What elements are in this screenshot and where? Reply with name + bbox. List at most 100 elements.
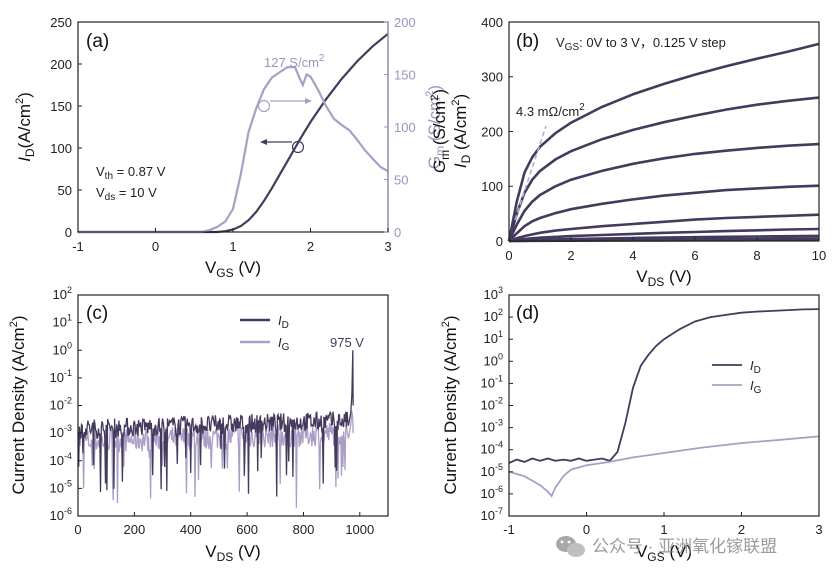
panel-d-yticks: 10-7 10-6 10-5 10-4 10-3 10-2 10-1 100 101 102 103 — [481, 285, 513, 523]
watermark-text: 公众号 · 亚洲氧化镓联盟 — [592, 537, 777, 556]
b-y-axis-label-gm: Gm (S/cm2) — [429, 89, 452, 173]
a-y2tick-0: 0 — [394, 225, 401, 240]
b-xtick-0: 0 — [505, 248, 512, 263]
a-x-axis-label: VGS (V) — [205, 258, 261, 280]
c-xtick-2: 400 — [180, 522, 202, 537]
a-xtick-4: 3 — [384, 239, 391, 254]
a-y2tick-1: 50 — [394, 173, 408, 188]
d-ytick-label: 10-7 — [481, 506, 503, 523]
a-gm-arrow-head — [305, 98, 312, 104]
d-y-axis-label: Current Density (A/cm2) — [440, 316, 460, 495]
b-ytick-2: 200 — [481, 125, 503, 140]
panel-c-yticks: 10-6 10-5 10-4 10-3 10-2 10-1 100 101 102 — [50, 285, 82, 523]
d-xtick-0: -1 — [503, 522, 515, 537]
a-vds-annotation: Vds = 10 V — [96, 185, 157, 203]
a-xtick-3: 2 — [307, 239, 314, 254]
c-ytick-label: 10-3 — [50, 423, 72, 440]
b-xtick-4: 8 — [753, 248, 760, 263]
panel-a: -1 0 1 2 3 0 50 100 150 200 250 0 50 100… — [14, 15, 447, 280]
d-legend-id-label: ID — [750, 358, 761, 376]
c-xtick-5: 1000 — [345, 522, 374, 537]
d-xtick-4: 3 — [815, 522, 822, 537]
c-xtick-1: 200 — [124, 522, 146, 537]
c-ytick-label: 102 — [53, 285, 72, 302]
a-gm-marker-circle — [257, 99, 271, 113]
c-legend-ig-label: IG — [278, 335, 290, 353]
d-legend-ig-label: IG — [750, 378, 762, 396]
c-ytick-label: 10-4 — [50, 451, 72, 468]
watermark: 公众号 · 亚洲氧化镓联盟 — [556, 536, 777, 557]
a-panel-label: (a) — [86, 31, 109, 52]
d-ig-series-line — [508, 435, 820, 498]
b-xtick-5: 10 — [812, 248, 826, 263]
panel-b-ticks — [508, 21, 820, 242]
panel-c-curves — [77, 350, 354, 508]
b-output-curve-0 — [507, 42, 820, 242]
a-gm-series-line — [78, 66, 389, 234]
a-id-marker-circle — [291, 140, 305, 154]
c-ytick-label: 100 — [53, 340, 72, 357]
d-ytick-label: 10-4 — [481, 440, 503, 457]
c-legend-id-label: ID — [278, 313, 289, 331]
c-x-axis-label: VDS (V) — [205, 542, 260, 564]
b-output-curve-4 — [508, 213, 820, 243]
d-id-series-line — [508, 308, 820, 464]
b-ytick-3: 300 — [481, 70, 503, 85]
b-ytick-4: 400 — [481, 15, 503, 30]
b-y-axis-label-id: ID (A/cm2) — [450, 94, 473, 168]
a-y2-axis-label: Gm (S/cm2) — [424, 85, 447, 169]
a-y2tick-2: 100 — [394, 120, 416, 135]
d-legend: ID IG — [712, 358, 762, 396]
d-x-axis-label: VGS (V) — [636, 542, 692, 564]
a-y-axis-label: ID(A/cm2) — [14, 92, 37, 162]
panel-b: 0 2 4 6 8 10 0 100 200 300 400 (b) VGS: … — [429, 15, 826, 289]
a-xtick-0: -1 — [72, 239, 84, 254]
b-ron-annotation: 4.3 mΩ/cm2 — [516, 102, 585, 119]
c-ig-series-line — [77, 410, 354, 508]
d-panel-label: (d) — [516, 303, 539, 324]
d-ytick-label: 100 — [484, 351, 503, 368]
d-ytick-label: 101 — [484, 329, 503, 346]
a-peak-annotation: 127 S/cm2 — [264, 53, 325, 70]
c-id-series-line — [77, 350, 354, 497]
d-xtick-1: 0 — [583, 522, 590, 537]
c-ytick-label: 101 — [53, 313, 72, 330]
d-ytick-label: 10-3 — [481, 418, 503, 435]
d-ytick-label: 10-2 — [481, 396, 503, 413]
a-ytick-2: 100 — [50, 141, 72, 156]
a-ytick-5: 250 — [50, 15, 72, 30]
d-xtick-3: 2 — [738, 522, 745, 537]
panel-d: 10-710-610-510-410-310-210-1100101102103… — [440, 285, 823, 564]
d-xtick-2: 1 — [660, 522, 667, 537]
d-ytick-label: 103 — [484, 285, 503, 302]
c-ytick-label: 10-5 — [50, 478, 72, 495]
c-xtick-4: 800 — [293, 522, 315, 537]
c-breakdown-annotation: 975 V — [330, 335, 364, 350]
c-legend: ID IG — [240, 313, 290, 353]
a-ytick-3: 150 — [50, 99, 72, 114]
c-panel-label: (c) — [86, 303, 108, 324]
b-output-curve-3 — [508, 184, 820, 242]
a-ytick-1: 50 — [58, 183, 72, 198]
a-xtick-1: 0 — [152, 239, 159, 254]
a-xtick-2: 1 — [229, 239, 236, 254]
panel-c-xticks — [77, 512, 361, 516]
a-y2tick-3: 150 — [394, 68, 416, 83]
b-vgs-annotation: VGS: 0V to 3 V，0.125 V step — [556, 35, 726, 53]
b-output-curve-1 — [507, 96, 820, 242]
panel-a-right-axis — [384, 21, 389, 233]
a-id-arrow-head — [260, 139, 267, 145]
c-y-axis-label: Current Density (A/cm2) — [8, 316, 28, 495]
d-ytick-label: 102 — [484, 307, 503, 324]
a-ytick-0: 0 — [65, 225, 72, 240]
panel-a-ticks — [77, 21, 389, 233]
b-xtick-3: 6 — [691, 248, 698, 263]
b-xtick-1: 2 — [567, 248, 574, 263]
a-y2tick-4: 200 — [394, 15, 416, 30]
b-ron-fit-line — [514, 125, 547, 221]
b-x-axis-label: VDS (V) — [636, 267, 691, 289]
a-ytick-4: 200 — [50, 57, 72, 72]
c-ytick-label: 10-2 — [50, 396, 72, 413]
panel-d-xticks — [508, 512, 820, 516]
b-ytick-0: 0 — [496, 234, 503, 249]
